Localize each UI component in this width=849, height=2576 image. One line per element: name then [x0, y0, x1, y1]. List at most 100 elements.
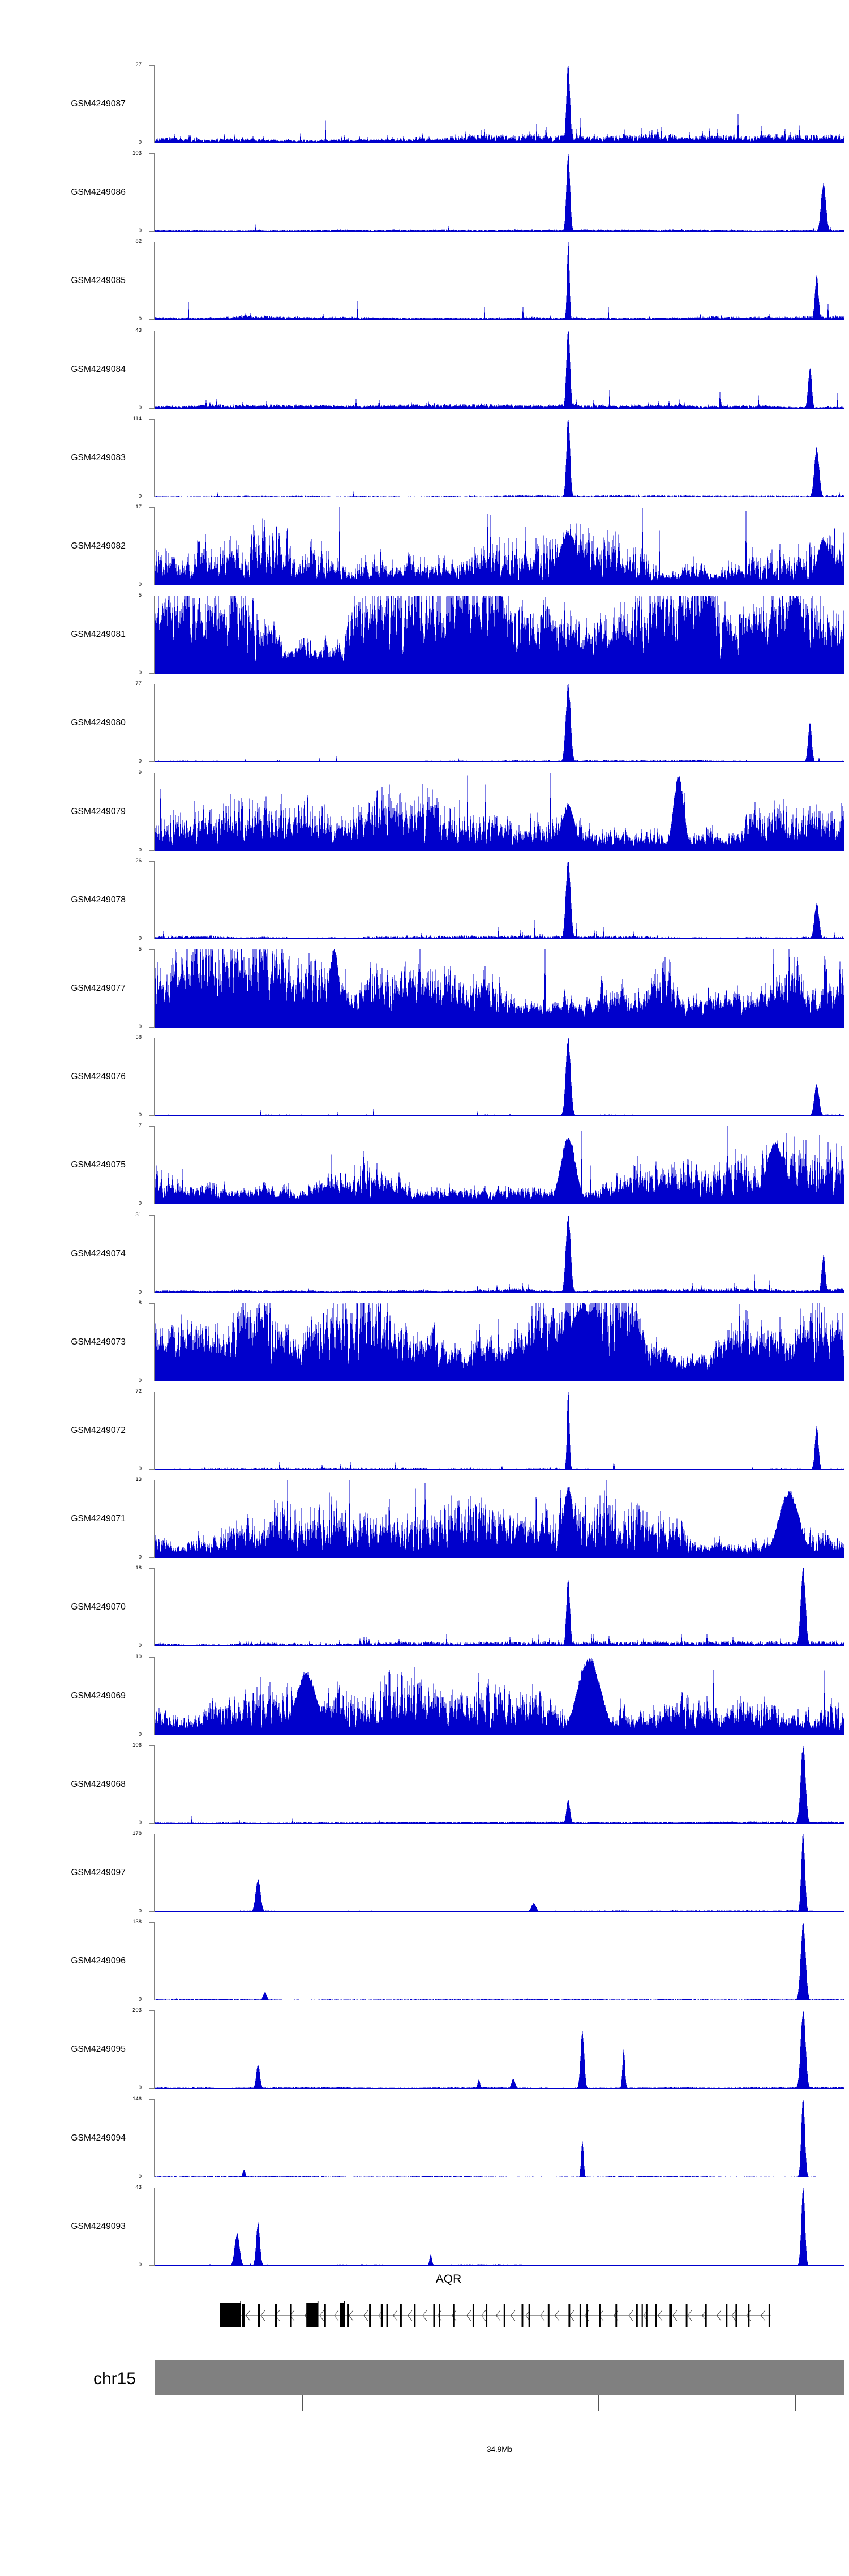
signal-track[interactable]: GSM4249094 146 0 [0, 2096, 849, 2180]
track-signal-plot[interactable] [155, 331, 844, 409]
track-signal-plot[interactable] [155, 1745, 844, 1824]
axis-min-value: 0 [138, 1642, 142, 1649]
track-signal-plot[interactable] [155, 1215, 844, 1293]
axis-bracket [149, 1303, 155, 1381]
axis-bracket [149, 507, 155, 585]
axis-bracket [149, 1745, 155, 1824]
axis-min-value: 0 [138, 1554, 142, 1561]
axis-bracket [149, 1568, 155, 1647]
axis-vertical-line [154, 1922, 155, 2001]
track-axis: 10 0 [0, 1653, 149, 1738]
axis-vertical-line [154, 1038, 155, 1116]
track-signal-plot[interactable] [155, 949, 844, 1028]
axis-min-value: 0 [138, 1819, 142, 1826]
axis-min-value: 0 [138, 1112, 142, 1119]
axis-min-value: 0 [138, 1731, 142, 1738]
axis-tick-top [149, 65, 155, 66]
signal-track[interactable]: GSM4249068 106 0 [0, 1743, 849, 1826]
gene-model[interactable] [155, 2293, 844, 2330]
track-label-text: GSM4249069 [71, 1691, 126, 1701]
axis-min-value: 0 [138, 2173, 142, 2180]
track-signal-plot[interactable] [155, 1392, 844, 1470]
axis-tick-bottom [149, 1822, 155, 1824]
axis-bracket [149, 1038, 155, 1116]
track-signal-plot[interactable] [155, 2188, 844, 2266]
signal-track[interactable]: GSM4249080 77 0 [0, 681, 849, 764]
track-signal-plot[interactable] [155, 1126, 844, 1205]
signal-track[interactable]: GSM4249071 13 0 [0, 1477, 849, 1561]
track-signal-plot[interactable] [155, 1568, 844, 1647]
track-axis: 77 0 [0, 681, 149, 764]
axis-tick-bottom [149, 1027, 155, 1028]
track-label-text: GSM4249084 [71, 364, 126, 374]
track-signal-plot[interactable] [155, 1303, 844, 1381]
track-label-text: GSM4249095 [71, 2044, 126, 2055]
track-signal-plot[interactable] [155, 153, 844, 232]
axis-max-value: 43 [135, 2184, 142, 2190]
signal-track[interactable]: GSM4249079 9 0 [0, 770, 849, 853]
signal-track[interactable]: GSM4249076 58 0 [0, 1035, 849, 1119]
track-signal-plot[interactable] [155, 65, 844, 143]
axis-max-value: 10 [135, 1653, 142, 1660]
signal-track[interactable]: GSM4249078 26 0 [0, 858, 849, 941]
track-signal-plot[interactable] [155, 596, 844, 674]
axis-tick-bottom [149, 1115, 155, 1116]
signal-track[interactable]: GSM4249083 114 0 [0, 416, 849, 499]
signal-track[interactable]: GSM4249097 178 0 [0, 1831, 849, 1914]
track-signal-plot[interactable] [155, 2010, 844, 2089]
signal-track[interactable]: GSM4249075 7 0 [0, 1123, 849, 1207]
signal-track[interactable]: GSM4249086 103 0 [0, 150, 849, 233]
signal-track[interactable]: GSM4249082 17 0 [0, 504, 849, 587]
axis-tick-bottom [149, 2265, 155, 2266]
axis-bracket [149, 1834, 155, 1912]
signal-track[interactable]: GSM4249095 203 0 [0, 2008, 849, 2090]
track-signal-plot[interactable] [155, 1834, 844, 1912]
track-label-text: GSM4249086 [71, 187, 126, 198]
track-label-GSM4249079: GSM4249079 [0, 773, 126, 851]
signal-track[interactable]: GSM4249070 18 0 [0, 1565, 849, 1649]
track-signal-plot[interactable] [155, 773, 844, 851]
track-axis: 27 0 [0, 62, 149, 145]
signal-track[interactable]: GSM4249085 82 0 [0, 238, 849, 322]
axis-tick-top [149, 1745, 155, 1746]
track-label-text: GSM4249078 [71, 895, 126, 905]
axis-tick-top [149, 1303, 155, 1304]
track-signal-plot[interactable] [155, 684, 844, 763]
track-signal-plot[interactable] [155, 2099, 844, 2177]
axis-tick-top [149, 949, 155, 950]
signal-track[interactable]: GSM4249077 5 0 [0, 947, 849, 1029]
track-label-text: GSM4249074 [71, 1248, 126, 1259]
axis-min-value: 0 [138, 404, 142, 411]
track-label-GSM4249095: GSM4249095 [0, 2010, 126, 2089]
signal-track[interactable]: GSM4249084 43 0 [0, 328, 849, 411]
track-signal-plot[interactable] [155, 507, 844, 585]
track-signal-plot[interactable] [155, 1038, 844, 1116]
signal-track[interactable]: GSM4249073 8 0 [0, 1300, 849, 1383]
axis-tick-bottom [149, 1557, 155, 1559]
track-signal-plot[interactable] [155, 1480, 844, 1559]
signal-track[interactable]: GSM4249074 31 0 [0, 1212, 849, 1295]
signal-track[interactable]: GSM4249093 43 0 [0, 2184, 849, 2267]
track-label-GSM4249078: GSM4249078 [0, 861, 126, 939]
axis-vertical-line [154, 861, 155, 939]
axis-min-value: 0 [138, 1200, 142, 1207]
signal-track[interactable]: GSM4249087 27 0 [0, 62, 849, 145]
track-signal-plot[interactable] [155, 861, 844, 939]
track-signal-plot[interactable] [155, 1922, 844, 2001]
track-signal-plot[interactable] [155, 1657, 844, 1735]
axis-max-value: 103 [132, 150, 142, 157]
signal-track[interactable]: GSM4249081 5 0 [0, 593, 849, 675]
track-signal-plot[interactable] [155, 242, 844, 320]
signal-track[interactable]: GSM4249096 138 0 [0, 1919, 849, 2002]
axis-max-value: 82 [135, 238, 142, 245]
signal-track[interactable]: GSM4249069 10 0 [0, 1653, 849, 1738]
axis-max-value: 17 [135, 504, 142, 510]
signal-track[interactable]: GSM4249072 72 0 [0, 1389, 849, 1471]
track-signal-plot[interactable] [155, 419, 844, 497]
chromosome-bar[interactable] [155, 2360, 844, 2395]
track-axis: 43 0 [0, 328, 149, 411]
chromosome-axis-ticks [155, 2395, 844, 2438]
axis-bracket [149, 2099, 155, 2177]
